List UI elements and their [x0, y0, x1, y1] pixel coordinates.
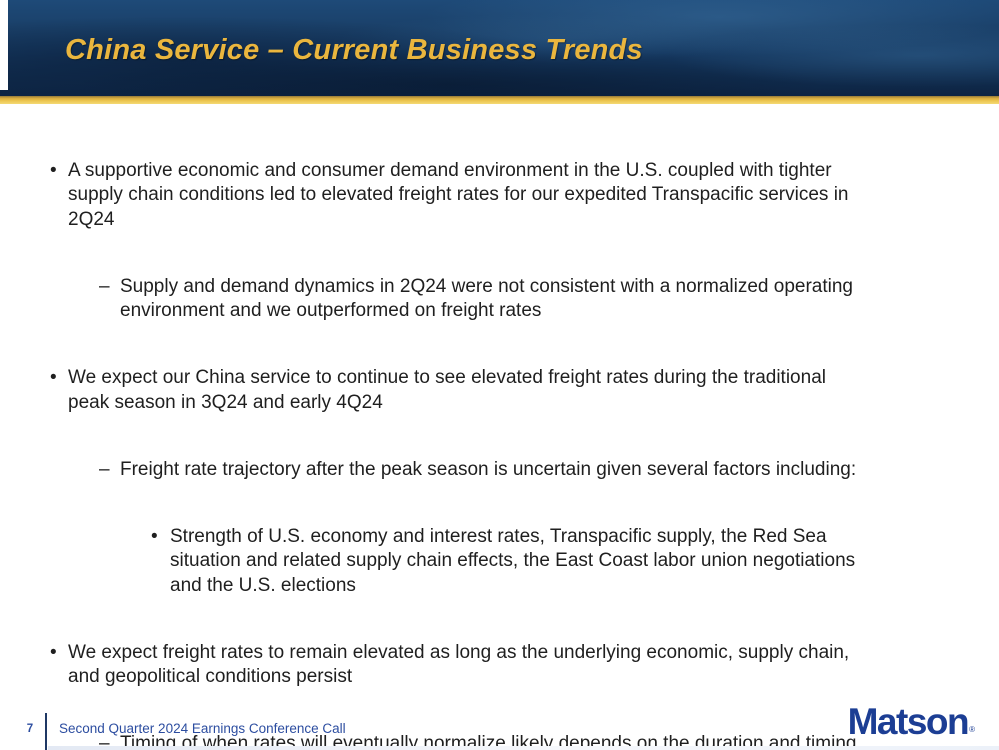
- gold-divider-bar: [0, 96, 999, 104]
- footer-caption: Second Quarter 2024 Earnings Conference …: [59, 721, 346, 736]
- registered-trademark-icon: ®: [969, 725, 975, 734]
- bullet-marker: •: [50, 641, 57, 663]
- dash-marker: –: [99, 275, 110, 297]
- banner-left-notch: [0, 0, 8, 90]
- bullet-text: Supply and demand dynamics in 2Q24 were …: [120, 275, 853, 322]
- bullet-item: • We expect freight rates to remain eleva…: [0, 616, 999, 690]
- bullet-item: • A supportive economic and consumer dema…: [0, 134, 999, 232]
- footer-divider-line: [45, 713, 47, 750]
- bullet-text: Timing of when rates will eventually nor…: [120, 733, 857, 750]
- bullet-item: • Strength of U.S. economy and interest r…: [0, 500, 999, 598]
- bullet-text: Strength of U.S. economy and interest ra…: [170, 525, 856, 596]
- header-banner: [0, 0, 999, 96]
- matson-logo: Matson®: [848, 701, 975, 743]
- slide-title: China Service – Current Business Trends: [65, 34, 643, 66]
- bottom-accent-strip: [48, 746, 999, 750]
- dash-marker: –: [99, 733, 110, 750]
- bullet-marker: •: [50, 367, 57, 388]
- bullet-text: We expect our China service to continue …: [68, 367, 826, 413]
- matson-logo-text: Matson: [847, 701, 970, 742]
- page-number: 7: [26, 723, 34, 735]
- bullet-marker: •: [151, 525, 158, 547]
- bullet-item: • We expect our China service to continue…: [0, 342, 999, 416]
- bullet-item: – Timing of when rates will eventually no…: [0, 708, 999, 750]
- bullet-item: – Freight rate trajectory after the peak …: [0, 433, 999, 482]
- bullet-text: We expect freight rates to remain elevat…: [68, 641, 850, 688]
- bullet-text: Freight rate trajectory after the peak s…: [120, 458, 857, 480]
- bullet-marker: •: [50, 159, 57, 181]
- bullet-item: – Supply and demand dynamics in 2Q24 were…: [0, 250, 999, 324]
- dash-marker: –: [99, 458, 110, 480]
- body-content: • A supportive economic and consumer dema…: [0, 134, 999, 750]
- bullet-text: A supportive economic and consumer deman…: [68, 159, 849, 230]
